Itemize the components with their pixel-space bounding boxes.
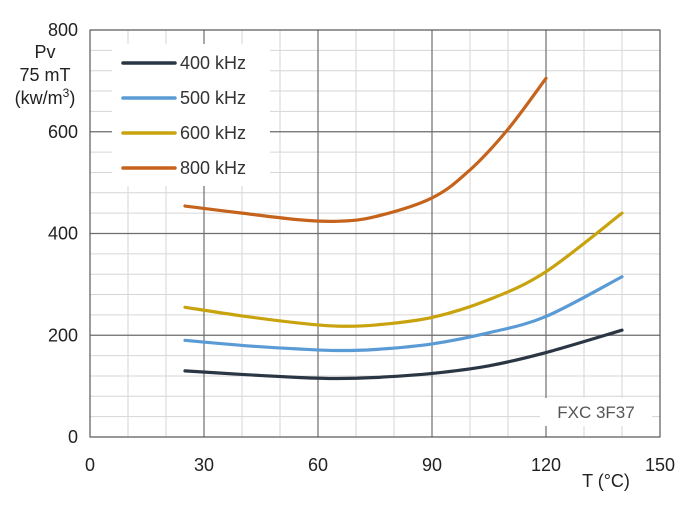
y-axis-title-unit: (kw/m3) (15, 86, 76, 108)
series-layer (183, 76, 624, 381)
legend-background (112, 44, 270, 186)
y-unit-base: (kw/m (15, 88, 63, 108)
legend-label: 600 kHz (180, 123, 246, 143)
y-tick-label: 800 (48, 20, 78, 40)
y-unit-superscript: 3 (63, 86, 70, 100)
legend-label: 800 kHz (180, 158, 246, 178)
y-tick-label: 0 (68, 427, 78, 447)
y-axis-title-line-2: 75 mT (19, 65, 70, 85)
x-tick-labels: 0 30 60 90 120 150 (85, 455, 675, 475)
series-line-3 (183, 211, 624, 328)
legend-label: 500 kHz (180, 88, 246, 108)
y-tick-label: 600 (48, 122, 78, 142)
x-axis-title: T (°C) (582, 471, 630, 491)
y-axis-title: Pv 75 mT (kw/m3) (15, 42, 76, 108)
x-tick-label: 60 (308, 455, 328, 475)
x-tick-label: 30 (194, 455, 214, 475)
x-tick-label: 120 (531, 455, 561, 475)
y-tick-label: 200 (48, 325, 78, 345)
x-tick-label: 0 (85, 455, 95, 475)
series-line-2 (183, 275, 624, 353)
annotation-box: FXC 3F37 (540, 398, 652, 426)
annotation-label: FXC 3F37 (557, 403, 634, 422)
series-line-1 (183, 328, 624, 381)
x-tick-label: 90 (422, 455, 442, 475)
annotation-background (540, 398, 652, 426)
series-line-4 (183, 76, 548, 224)
y-axis-title-line-1: Pv (34, 42, 55, 62)
y-unit-close: ) (69, 88, 75, 108)
x-tick-label: 150 (645, 455, 675, 475)
y-tick-label: 400 (48, 224, 78, 244)
legend-label: 400 kHz (180, 53, 246, 73)
legend: 400 kHz 500 kHz 600 kHz 800 kHz (112, 44, 270, 186)
plot-frame (89, 29, 661, 438)
y-tick-labels: 0 200 400 600 800 (48, 20, 78, 447)
